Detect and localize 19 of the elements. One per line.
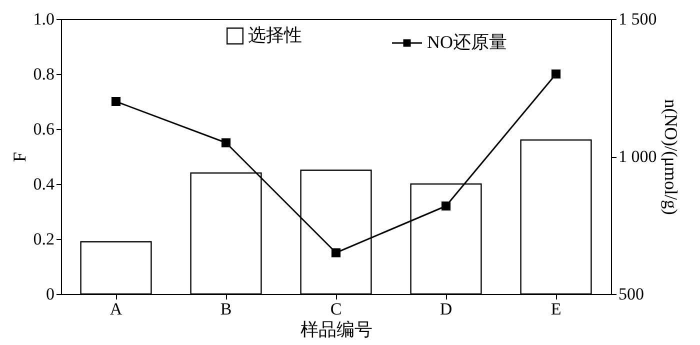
y2-tick-label: 500 xyxy=(618,284,644,304)
x-tick-label: E xyxy=(550,300,562,318)
x-tick-label: C xyxy=(330,300,342,318)
y-axis-title: F xyxy=(9,152,30,162)
y-tick-label: 0.8 xyxy=(33,64,54,84)
x-tick-label: D xyxy=(440,300,452,318)
y2-tick-label: 1 500 xyxy=(618,10,657,28)
y-tick-label: 0.2 xyxy=(33,230,54,248)
x-tick-label: B xyxy=(220,300,232,318)
y-tick-label: 0.4 xyxy=(33,174,55,194)
legend-label: NO还原量 xyxy=(427,32,507,52)
x-axis-title: 样品编号 xyxy=(300,320,372,340)
y-tick-label: 0 xyxy=(46,284,54,304)
x-tick-label: A xyxy=(110,300,123,318)
y2-axis-title: n(NO)/(μmol/g) xyxy=(660,99,681,215)
y2-tick-label: 1 000 xyxy=(618,147,657,166)
legend-label: 选择性 xyxy=(248,25,302,45)
y-tick-label: 0.6 xyxy=(33,120,54,138)
y-tick-label: 1.0 xyxy=(33,10,54,28)
